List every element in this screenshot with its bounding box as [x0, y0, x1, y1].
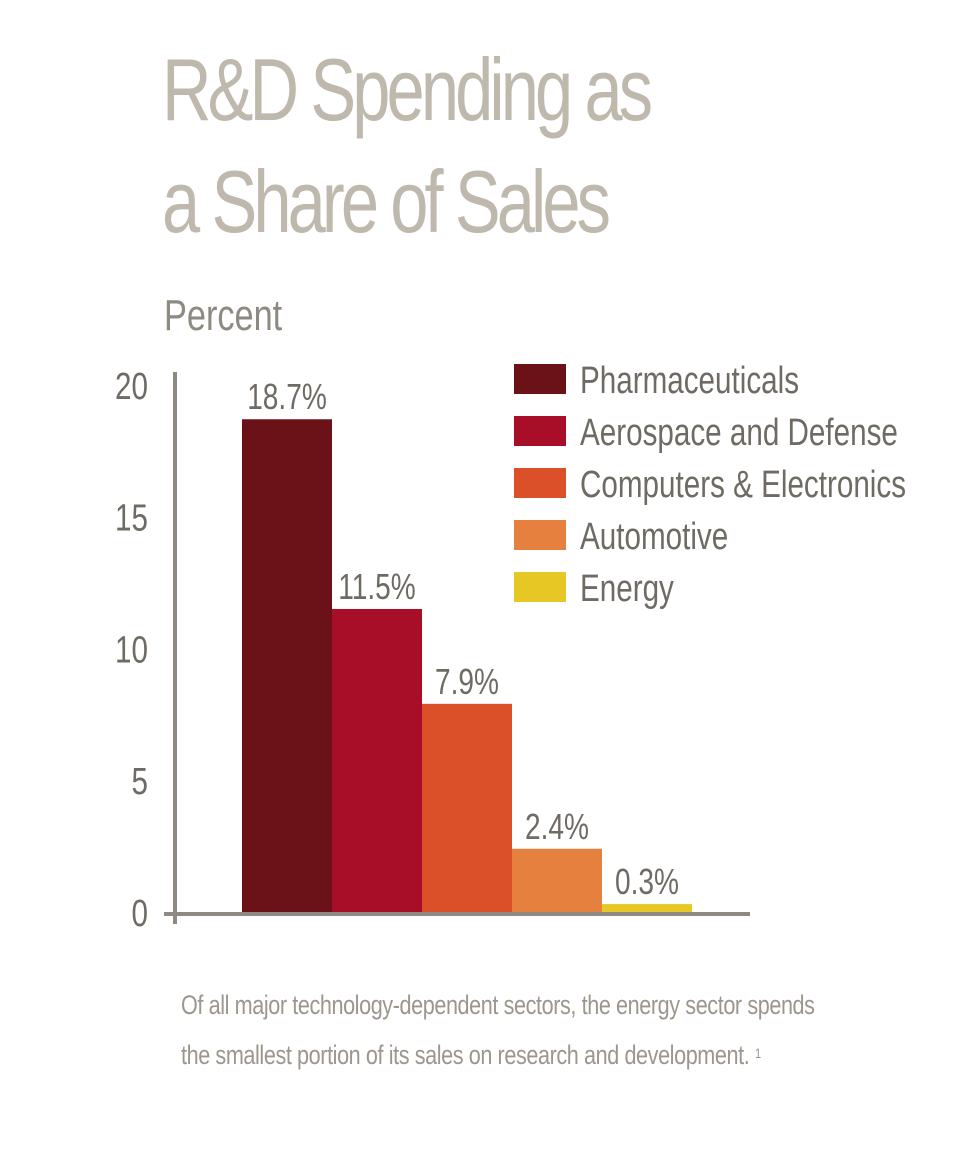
bar-computers-electronics [422, 703, 512, 912]
y-tick-label: 0 [132, 893, 148, 935]
chart-title-line-2: a Share of Sales [162, 152, 611, 251]
chart-title-line-1: R&D Spending as [162, 40, 653, 139]
bar-energy [602, 904, 692, 912]
data-label: 18.7% [247, 377, 327, 417]
legend-swatch [514, 572, 566, 602]
y-tick-label: 15 [115, 497, 148, 539]
legend-swatch [514, 520, 566, 550]
legend-label: Automotive [580, 516, 728, 558]
y-axis-label: Percent [164, 291, 282, 340]
bar-automotive [512, 848, 602, 912]
legend-swatch [514, 468, 566, 498]
y-tick-label: 20 [115, 366, 148, 408]
y-tick-label: 10 [115, 629, 148, 671]
caption-footnote: 1 [754, 1045, 761, 1061]
caption-line-2-text: the smallest portion of its sales on res… [181, 1040, 750, 1070]
caption-line-2: the smallest portion of its sales on res… [181, 1030, 815, 1080]
chart-caption: Of all major technology-dependent sector… [181, 980, 815, 1080]
legend-label: Pharmaceuticals [580, 360, 799, 402]
bar-pharmaceuticals [242, 419, 332, 912]
legend-label: Energy [580, 568, 674, 610]
data-label: 0.3% [615, 862, 679, 902]
data-label: 7.9% [435, 661, 499, 701]
bar-aerospace-and-defense [332, 608, 422, 912]
data-label: 2.4% [525, 806, 589, 846]
data-label: 11.5% [338, 567, 415, 607]
legend-swatch [514, 364, 566, 394]
y-tick-label: 5 [132, 761, 148, 803]
legend-swatch [514, 416, 566, 446]
caption-line-1: Of all major technology-dependent sector… [181, 990, 815, 1020]
legend-label: Aerospace and Defense [580, 412, 898, 454]
legend-label: Computers & Electronics [580, 464, 906, 506]
chart-title: R&D Spending as a Share of Sales [162, 34, 653, 258]
